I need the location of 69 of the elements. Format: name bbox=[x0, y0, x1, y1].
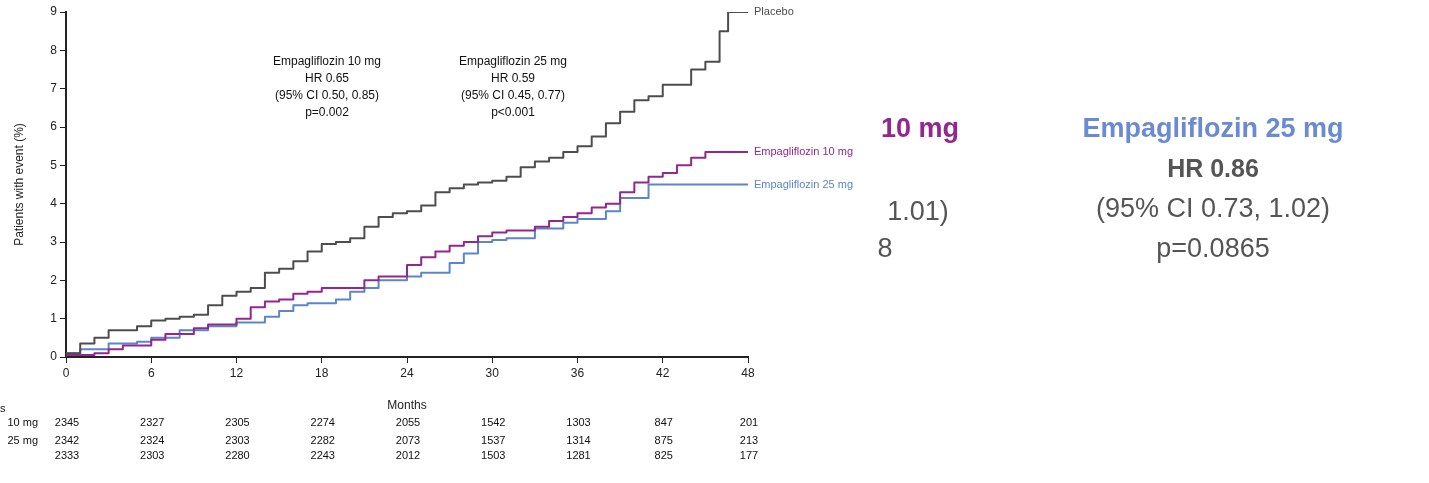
text: 875 bbox=[654, 434, 673, 447]
text: 201 bbox=[739, 416, 759, 429]
x-tick-label: 24 bbox=[400, 365, 414, 380]
annotation: HR 0.65 bbox=[304, 71, 350, 86]
text: 2012 bbox=[395, 449, 421, 462]
text: 1314 bbox=[566, 434, 591, 447]
text: 2305 bbox=[225, 416, 250, 429]
text: 1542 bbox=[481, 416, 506, 429]
x-tick-label: 12 bbox=[229, 365, 244, 380]
x-tick-label: 6 bbox=[147, 365, 155, 380]
text: 2303 bbox=[140, 449, 165, 462]
annotation: p<0.001 bbox=[491, 105, 536, 120]
annotation: Empagliflozin 10 mg bbox=[272, 54, 382, 69]
text: 2342 bbox=[54, 434, 80, 447]
y-tick-label: 7 bbox=[50, 80, 58, 95]
text: 10 mg bbox=[7, 416, 38, 429]
y-tick-label: 6 bbox=[50, 119, 58, 134]
y-tick-label: 3 bbox=[50, 234, 58, 249]
y-tick-label: 5 bbox=[50, 157, 58, 172]
text: 1303 bbox=[566, 416, 591, 429]
y-tick-label: 4 bbox=[50, 195, 58, 210]
text: 213 bbox=[739, 434, 759, 447]
text: 1537 bbox=[481, 434, 506, 447]
text: 2073 bbox=[395, 434, 421, 447]
text: 1281 bbox=[566, 449, 591, 462]
text: 10 mg bbox=[880, 113, 960, 144]
text: 2345 bbox=[54, 416, 80, 429]
series-label: Empagliflozin 25 mg bbox=[754, 177, 854, 190]
text: 1503 bbox=[481, 449, 506, 462]
text: 2324 bbox=[140, 434, 165, 447]
text: 2243 bbox=[310, 449, 335, 462]
x-axis-title: Months bbox=[387, 398, 427, 413]
x-tick-label: 18 bbox=[315, 365, 329, 380]
series-label: Empagliflozin 10 mg bbox=[754, 144, 854, 157]
y-tick-label: 0 bbox=[50, 349, 58, 364]
x-tick-label: 48 bbox=[741, 365, 755, 380]
text: Empagliflozin 25 mg bbox=[1082, 113, 1344, 144]
text: (95% CI 0.73, 1.02) bbox=[1095, 193, 1331, 224]
x-tick-label: 36 bbox=[570, 365, 585, 380]
text: 847 bbox=[654, 416, 673, 429]
text: 2274 bbox=[310, 416, 335, 429]
y-tick-label: 9 bbox=[50, 4, 58, 19]
text: HR 0.86 bbox=[1167, 153, 1259, 182]
annotation: HR 0.59 bbox=[490, 71, 536, 86]
text: 2327 bbox=[140, 416, 165, 429]
text: p=0.0865 bbox=[1156, 233, 1270, 264]
y-tick-label: 1 bbox=[50, 310, 58, 325]
text: 2303 bbox=[225, 434, 250, 447]
text: 177 bbox=[739, 449, 759, 462]
text: 25 mg bbox=[7, 434, 38, 447]
text: 2282 bbox=[310, 434, 335, 447]
y-tick-label: 2 bbox=[50, 272, 58, 287]
annotation: Empagliflozin 25 mg bbox=[458, 54, 568, 69]
text: 8 bbox=[877, 233, 893, 264]
series-label: Placebo bbox=[754, 5, 794, 18]
text: 2280 bbox=[225, 449, 250, 462]
y-tick-label: 8 bbox=[50, 42, 58, 57]
annotation: p=0.002 bbox=[305, 105, 350, 120]
y-axis-title: Patients with event (%) bbox=[12, 123, 27, 246]
text: 1.01) bbox=[887, 196, 949, 227]
text: s bbox=[0, 402, 6, 415]
annotation: (95% CI 0.45, 0.77) bbox=[460, 88, 566, 103]
text: 825 bbox=[654, 449, 673, 462]
text: 2333 bbox=[54, 449, 80, 462]
x-tick-label: 0 bbox=[62, 365, 70, 380]
text: 2055 bbox=[395, 416, 421, 429]
x-tick-label: 30 bbox=[485, 365, 500, 380]
annotation: (95% CI 0.50, 0.85) bbox=[274, 88, 380, 103]
x-tick-label: 42 bbox=[656, 365, 670, 380]
